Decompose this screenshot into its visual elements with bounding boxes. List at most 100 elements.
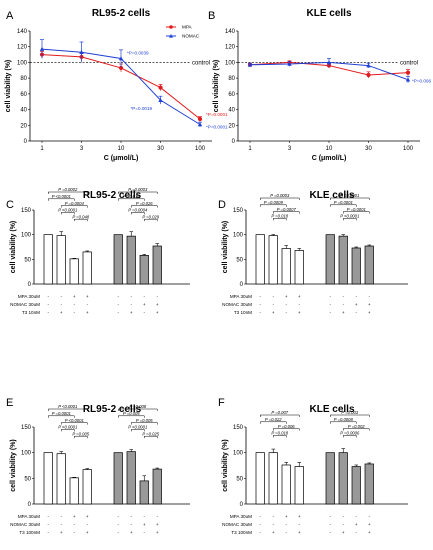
bracket-p-value: P =0.0001: [334, 200, 353, 205]
y-tick-label: 150: [233, 208, 244, 214]
treatment-sign: -: [73, 302, 75, 307]
bar: [69, 477, 79, 505]
bracket: [118, 191, 158, 194]
bar: [69, 258, 79, 285]
treatment-sign: -: [285, 522, 287, 527]
treatment-sign: -: [329, 514, 331, 519]
treatment-sign: +: [355, 302, 358, 307]
bracket-p-value: P =0.006: [278, 424, 295, 429]
treatment-sign: -: [285, 302, 287, 307]
data-point: [197, 116, 203, 122]
data-point: [158, 97, 163, 102]
x-tick-label: 30: [157, 146, 164, 152]
significance-brackets: P <0.0001 P =0.0001 P =0.0001 P <0.0001: [330, 193, 370, 221]
legend-label: MPA: [182, 25, 193, 30]
bracket: [343, 435, 357, 438]
bracket: [260, 421, 287, 424]
treatment-sign: -: [272, 302, 274, 307]
treatment-sign: +: [156, 522, 159, 527]
bracket-p-value: P <0.0001: [58, 208, 77, 213]
treatment-label: T3 100nM: [19, 530, 40, 535]
treatment-sign: +: [130, 530, 133, 535]
treatment-sign: -: [47, 302, 49, 307]
series-mpa: [39, 51, 203, 122]
y-tick-label: 0: [28, 502, 32, 508]
treatment-sign: +: [272, 530, 275, 535]
bracket: [260, 204, 287, 207]
treatment-sign: -: [368, 514, 370, 519]
treatment-sign: -: [259, 294, 261, 299]
bracket: [273, 211, 300, 214]
control-label: control: [192, 60, 210, 66]
treatment-sign: -: [130, 522, 132, 527]
y-tick-label: 0: [240, 502, 244, 508]
bracket-p-value: P =0.005: [72, 431, 89, 436]
bracket: [131, 205, 158, 208]
bracket: [48, 191, 88, 194]
bar: [281, 248, 291, 285]
panel-letter: B: [208, 10, 215, 22]
treatment-label: MPA 30uM: [230, 514, 252, 519]
treatment-sign: -: [47, 310, 49, 315]
y-tick-label: 60: [228, 92, 235, 98]
bracket-p-value: P =0.0003: [270, 193, 290, 198]
bar: [43, 234, 53, 285]
bracket-p-value: P =0.026: [136, 201, 153, 206]
treatment-sign: +: [355, 522, 358, 527]
bar: [56, 453, 66, 505]
bracket: [273, 435, 287, 438]
data-point: [287, 61, 292, 66]
treatment-sign: -: [355, 514, 357, 519]
bracket: [330, 414, 370, 417]
y-tick-label: 140: [225, 29, 236, 35]
treatment-sign: -: [60, 294, 62, 299]
y-tick-label: 40: [20, 108, 27, 114]
bracket-p-value: P =0.029: [142, 214, 159, 219]
treatment-sign: -: [143, 530, 145, 535]
treatment-sign: -: [130, 302, 132, 307]
control-label: control: [400, 60, 418, 66]
bracket-p-value: P =0.0003: [128, 187, 148, 192]
bracket-p-value: P =0.015: [123, 194, 140, 199]
legend-marker: [169, 25, 173, 29]
bar-group-2: [325, 448, 374, 505]
treatment-sign: +: [285, 294, 288, 299]
treatment-sign: +: [73, 514, 76, 519]
bracket-p-value: P <0.0001: [340, 193, 359, 198]
bracket-p-value: P =0.025: [142, 431, 159, 436]
bracket-p-value: P =0.022: [265, 417, 282, 422]
y-tick-label: 20: [228, 123, 235, 129]
treatment-sign: -: [60, 522, 62, 527]
data-point: [39, 46, 45, 51]
treatment-sign: -: [60, 302, 62, 307]
treatment-sign: -: [117, 302, 119, 307]
treatment-sign: +: [86, 294, 89, 299]
treatment-sign: -: [285, 530, 287, 535]
treatment-sign: +: [272, 310, 275, 315]
treatment-sign: -: [47, 294, 49, 299]
bar: [113, 452, 123, 505]
bracket-p-value: P <0.0001: [340, 214, 359, 219]
panel-title: KLE cells: [306, 8, 351, 19]
y-axis-label: cell viability (%): [222, 439, 229, 492]
bracket: [48, 198, 75, 201]
panel-title: RL95-2 cells: [83, 404, 142, 415]
treatment-sign: +: [86, 530, 89, 535]
bar: [351, 247, 361, 285]
bracket: [48, 415, 75, 418]
data-point: [118, 65, 124, 71]
bracket-p-value: P =0.005: [136, 418, 153, 423]
bracket-p-value: P =0.0001: [347, 207, 366, 212]
treatment-sign: -: [272, 294, 274, 299]
treatment-sign: +: [368, 530, 371, 535]
panel-letter: E: [6, 397, 13, 409]
bracket-p-value: P =0.002: [348, 424, 365, 429]
panel-letter: C: [6, 199, 14, 211]
treatment-sign: -: [259, 522, 261, 527]
treatment-sign: -: [47, 514, 49, 519]
bar-group-1: [255, 448, 304, 505]
treatment-sign: -: [329, 294, 331, 299]
line-panel-b: B KLE cells 0 20 40 60 80 100 120 140 1 3 10 30 100 cel…: [208, 8, 431, 162]
